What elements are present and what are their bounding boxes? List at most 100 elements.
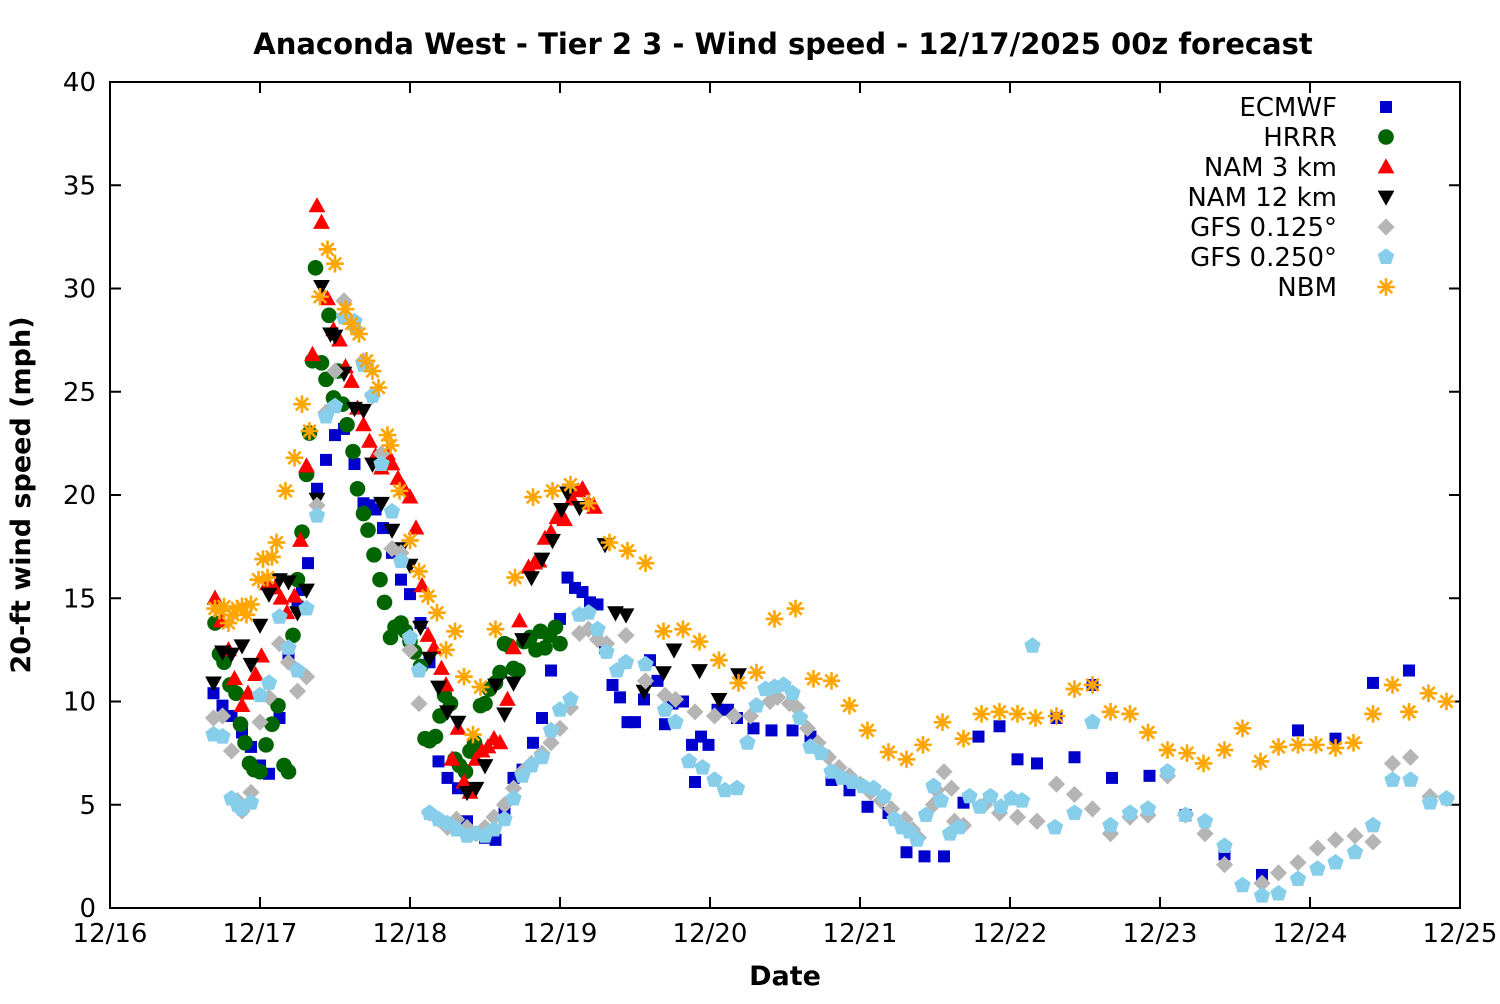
data-point (298, 583, 315, 599)
data-point (433, 659, 450, 675)
data-point (401, 531, 419, 550)
data-point (1196, 825, 1214, 843)
data-point (242, 794, 260, 810)
data-point (1121, 705, 1139, 723)
data-point (1065, 785, 1084, 804)
data-point (1308, 839, 1327, 857)
series-ecmwf (207, 422, 1415, 881)
data-point (542, 734, 560, 752)
data-point (1326, 831, 1345, 849)
data-point (242, 783, 260, 801)
data-point (1106, 771, 1118, 784)
data-point (542, 721, 560, 738)
series-nbm (206, 240, 1456, 773)
data-point (272, 589, 290, 605)
data-point (1401, 748, 1420, 766)
data-point (492, 664, 508, 681)
data-point (430, 680, 447, 696)
data-point (990, 703, 1009, 721)
data-point (812, 744, 830, 761)
data-point (1378, 129, 1394, 145)
data-point (1215, 741, 1234, 759)
data-point (900, 846, 913, 859)
data-point (510, 662, 526, 679)
data-point (267, 533, 286, 552)
data-point (917, 806, 935, 822)
data-point (381, 436, 400, 455)
data-point (1367, 676, 1379, 689)
data-point (1008, 808, 1027, 826)
data-point (486, 620, 505, 639)
data-point (476, 759, 494, 775)
data-point (1292, 724, 1304, 737)
data-point (505, 639, 522, 655)
legend-item-gfs-0-125-: GFS 0.125° (1190, 213, 1395, 243)
data-point (308, 496, 326, 514)
data-point (656, 686, 674, 704)
data-point (485, 820, 503, 837)
data-point (511, 612, 528, 628)
data-point (1177, 806, 1194, 822)
y-axis-label: 20-ft wind speed (mph) (6, 316, 37, 673)
data-point (499, 690, 516, 706)
data-point (1066, 804, 1083, 820)
data-point (491, 734, 509, 750)
data-point (413, 577, 431, 593)
data-point (479, 738, 497, 754)
data-point (691, 664, 708, 680)
data-point (285, 449, 304, 467)
data-point (686, 703, 704, 721)
data-point (1377, 248, 1395, 264)
data-point (840, 696, 859, 715)
data-point (1143, 769, 1156, 782)
legend-item-ecmwf: ECMWF (1239, 93, 1392, 123)
data-point (598, 643, 615, 659)
y-tick-label: 5 (79, 791, 96, 821)
data-point (318, 240, 337, 259)
series-layer (204, 197, 1456, 903)
data-point (311, 287, 329, 306)
data-point (571, 500, 588, 517)
data-point (373, 496, 390, 513)
data-point (747, 722, 760, 735)
x-tick-label: 12/23 (1123, 919, 1198, 949)
data-point (383, 523, 401, 539)
legend-label: GFS 0.250° (1190, 243, 1337, 273)
data-point (458, 785, 476, 802)
data-point (318, 371, 334, 388)
data-point (233, 639, 251, 655)
data-point (348, 458, 361, 471)
data-point (1329, 732, 1342, 745)
data-point (225, 709, 238, 722)
series-nam-12-km (205, 280, 747, 802)
data-point (216, 699, 229, 712)
data-point (308, 507, 326, 523)
data-point (537, 640, 553, 656)
data-point (651, 674, 664, 687)
data-point (1344, 734, 1363, 752)
data-point (432, 755, 445, 768)
data-point (271, 608, 288, 624)
data-point (635, 684, 653, 700)
data-point (1178, 744, 1196, 762)
data-point (791, 709, 809, 725)
data-point (258, 568, 277, 587)
data-point (804, 669, 823, 688)
data-point (1309, 860, 1326, 876)
data-point (369, 378, 388, 397)
data-point (404, 588, 416, 601)
y-tick-label: 30 (63, 275, 96, 305)
data-point (680, 752, 698, 769)
data-point (342, 314, 361, 333)
data-point (360, 522, 376, 538)
data-point (533, 552, 551, 568)
data-point (226, 669, 243, 686)
data-point (1031, 757, 1043, 770)
data-point (637, 655, 654, 672)
data-point (389, 469, 407, 485)
data-point (865, 779, 882, 796)
data-point (446, 622, 464, 641)
data-point (706, 771, 723, 787)
data-point (401, 488, 419, 504)
